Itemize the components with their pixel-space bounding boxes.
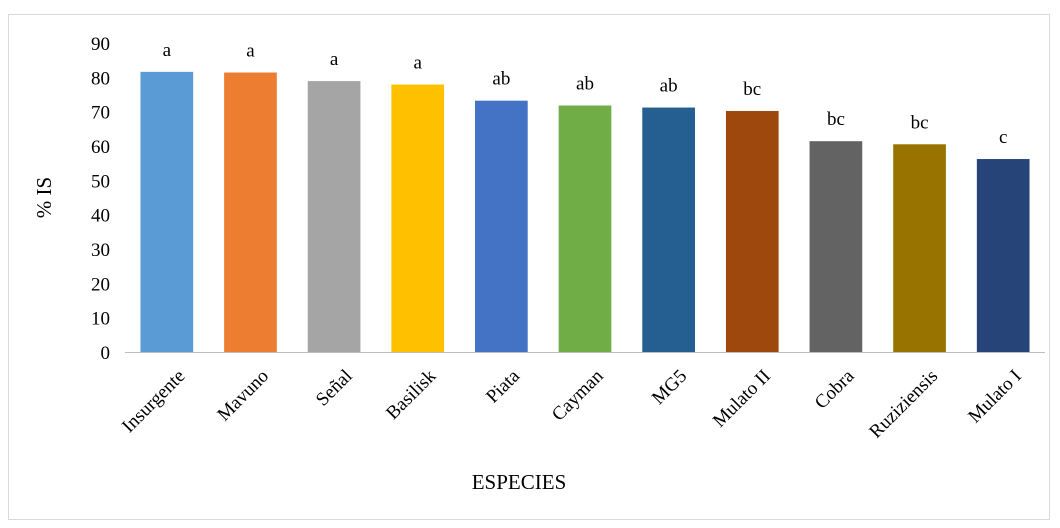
y-axis-ticks: 0 10 20 30 40 50 60 70 80 90 [91, 34, 110, 364]
bar-piata [475, 100, 528, 353]
significance-letter: a [414, 53, 423, 74]
significance-letter: ab [576, 73, 594, 94]
category-label: Mavuno [213, 366, 273, 426]
bar-chart: 0 10 20 30 40 50 60 70 80 90 a a a a ab ab ab bc bc bc c In… [32, 34, 1045, 494]
significance-letter: a [163, 40, 172, 61]
bar-mulato-i [976, 159, 1030, 352]
bar-cobra [809, 141, 863, 352]
significance-letter: bc [743, 79, 761, 100]
y-tick-label: 20 [91, 274, 110, 295]
y-tick-label: 70 [91, 103, 110, 124]
category-label: Mulato II [709, 366, 775, 432]
category-label: Piata [482, 365, 524, 407]
category-labels: Insurgente Mavuno Señal Basilisk Piata Cayman… [118, 365, 1026, 442]
category-label: Cayman [548, 365, 608, 425]
significance-letter: a [246, 41, 255, 62]
bar-basilisk [391, 84, 445, 352]
category-label: Basilisk [382, 365, 440, 423]
y-tick-label: 90 [91, 34, 110, 55]
category-label: MG5 [648, 366, 691, 409]
significance-letter: a [330, 49, 339, 70]
bar-señal [307, 81, 361, 353]
significance-letter: bc [911, 112, 929, 133]
significance-letters: a a a a ab ab ab bc bc bc c [163, 40, 1008, 148]
bars [140, 71, 1030, 353]
bar-ruziziensis [893, 144, 946, 352]
bar-insurgente [140, 71, 194, 352]
category-label: Ruziziensis [865, 366, 942, 443]
y-tick-label: 0 [101, 343, 111, 364]
bar-mg5 [642, 107, 695, 353]
significance-letter: ab [492, 69, 510, 90]
chart-container: 0 10 20 30 40 50 60 70 80 90 a a a a ab ab ab bc bc bc c In… [8, 14, 1050, 520]
bar-cayman [558, 105, 612, 352]
y-tick-label: 30 [91, 240, 110, 261]
y-axis-title: % IS [32, 177, 56, 218]
x-axis-title: ESPECIES [472, 470, 567, 494]
category-label: Mulato I [964, 366, 1025, 427]
y-tick-label: 10 [91, 309, 110, 330]
bar-mavuno [224, 72, 277, 352]
bar-mulato-ii [725, 110, 779, 352]
y-tick-label: 50 [91, 171, 110, 192]
significance-letter: bc [827, 109, 845, 130]
significance-letter: c [999, 127, 1007, 148]
significance-letter: ab [660, 76, 678, 97]
y-tick-label: 40 [91, 206, 110, 227]
category-label: Señal [312, 366, 357, 411]
category-label: Cobra [811, 365, 859, 413]
category-label: Insurgente [118, 366, 189, 437]
y-tick-label: 80 [91, 68, 110, 89]
y-tick-label: 60 [91, 137, 110, 158]
